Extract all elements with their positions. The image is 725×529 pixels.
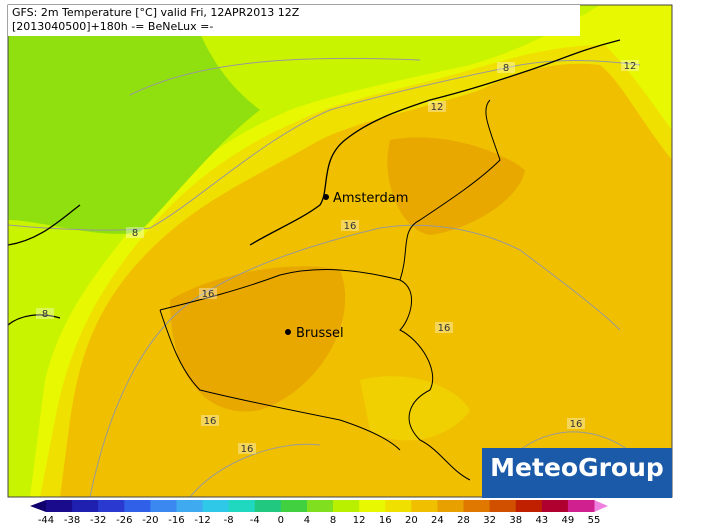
colorbar-segment (541, 500, 569, 512)
contour-label: 8 (503, 63, 509, 74)
colorbar-label: 38 (509, 515, 522, 525)
colorbar-segment (202, 500, 230, 512)
colorbar (30, 500, 608, 512)
colorbar-segment (515, 500, 543, 512)
contour-label: 8 (42, 309, 48, 320)
colorbar-label: 55 (588, 515, 601, 525)
colorbar-label: -26 (116, 515, 132, 525)
colorbar-segment (124, 500, 151, 512)
contour-label-bg (435, 322, 453, 333)
city-dot (323, 194, 329, 200)
map-field (8, 5, 672, 497)
contour-label: 16 (204, 416, 217, 427)
colorbar-label: -38 (64, 515, 80, 525)
contour-label-bg (199, 288, 217, 299)
colorbar-segment (437, 500, 465, 512)
colorbar-label: -44 (38, 515, 54, 525)
logo-text: MeteoGroup (490, 453, 664, 482)
contour-label: 16 (438, 323, 451, 334)
contour-label-bg (201, 415, 219, 426)
colorbar-label: 12 (353, 515, 366, 525)
city-label: Brussel (296, 326, 344, 341)
logo-box (482, 448, 672, 498)
colorbar-label: 32 (483, 515, 496, 525)
colorbar-segment (98, 500, 125, 512)
contour-label-bg (36, 308, 54, 319)
colorbar-segment (333, 500, 360, 512)
contour-label: 16 (241, 444, 254, 455)
contour-label-bg (126, 227, 144, 238)
colorbar-segment (359, 500, 386, 512)
colorbar-label: 43 (535, 515, 548, 525)
colorbar-label: 28 (457, 515, 470, 525)
contour-label: 16 (344, 221, 357, 232)
subtitle-line: [2013040500]+180h -= BeNeLux =- (12, 20, 213, 33)
colorbar-segment (46, 500, 73, 512)
colorbar-segment (411, 500, 438, 512)
contour-label-bg (497, 62, 515, 73)
contour-label-bg (428, 101, 446, 112)
colorbar-segment (463, 500, 491, 512)
contour-label-bg (238, 443, 256, 454)
colorbar-label: 4 (304, 515, 310, 525)
city-label: Amsterdam (333, 191, 408, 206)
colorbar-label: 20 (405, 515, 418, 525)
title-box (8, 5, 580, 36)
colorbar-label: -32 (90, 515, 106, 525)
colorbar-segment (150, 500, 177, 512)
colorbar-segment (385, 500, 412, 512)
colorbar-label: 8 (330, 515, 336, 525)
colorbar-segment (72, 500, 99, 512)
colorbar-label: -12 (194, 515, 210, 525)
title-line: GFS: 2m Temperature [°C] valid Fri, 12AP… (12, 6, 300, 19)
colorbar-segment (176, 500, 204, 512)
colorbar-label: 24 (431, 515, 444, 525)
city-dot (285, 329, 291, 335)
contour-label-bg (341, 220, 359, 231)
colorbar-segment (254, 500, 282, 512)
colorbar-label: -16 (168, 515, 184, 525)
colorbar-label: 16 (379, 515, 392, 525)
colorbar-segment (306, 500, 334, 512)
colorbar-label: -4 (250, 515, 260, 525)
colorbar-label: 0 (278, 515, 284, 525)
colorbar-segment (489, 500, 517, 512)
colorbar-segment (280, 500, 308, 512)
contour-label: 16 (570, 419, 583, 430)
contour-label: 8 (132, 228, 138, 239)
colorbar-segment (567, 500, 595, 512)
contour-label: 12 (431, 102, 444, 113)
colorbar-label: 49 (562, 515, 575, 525)
colorbar-segment (228, 500, 256, 512)
colorbar-label: -20 (142, 515, 158, 525)
contour-label: 16 (202, 289, 215, 300)
contour-label-bg (567, 418, 585, 429)
colorbar-label: -8 (224, 515, 234, 525)
contour-label-bg (621, 60, 639, 71)
contour-label: 12 (624, 61, 637, 72)
